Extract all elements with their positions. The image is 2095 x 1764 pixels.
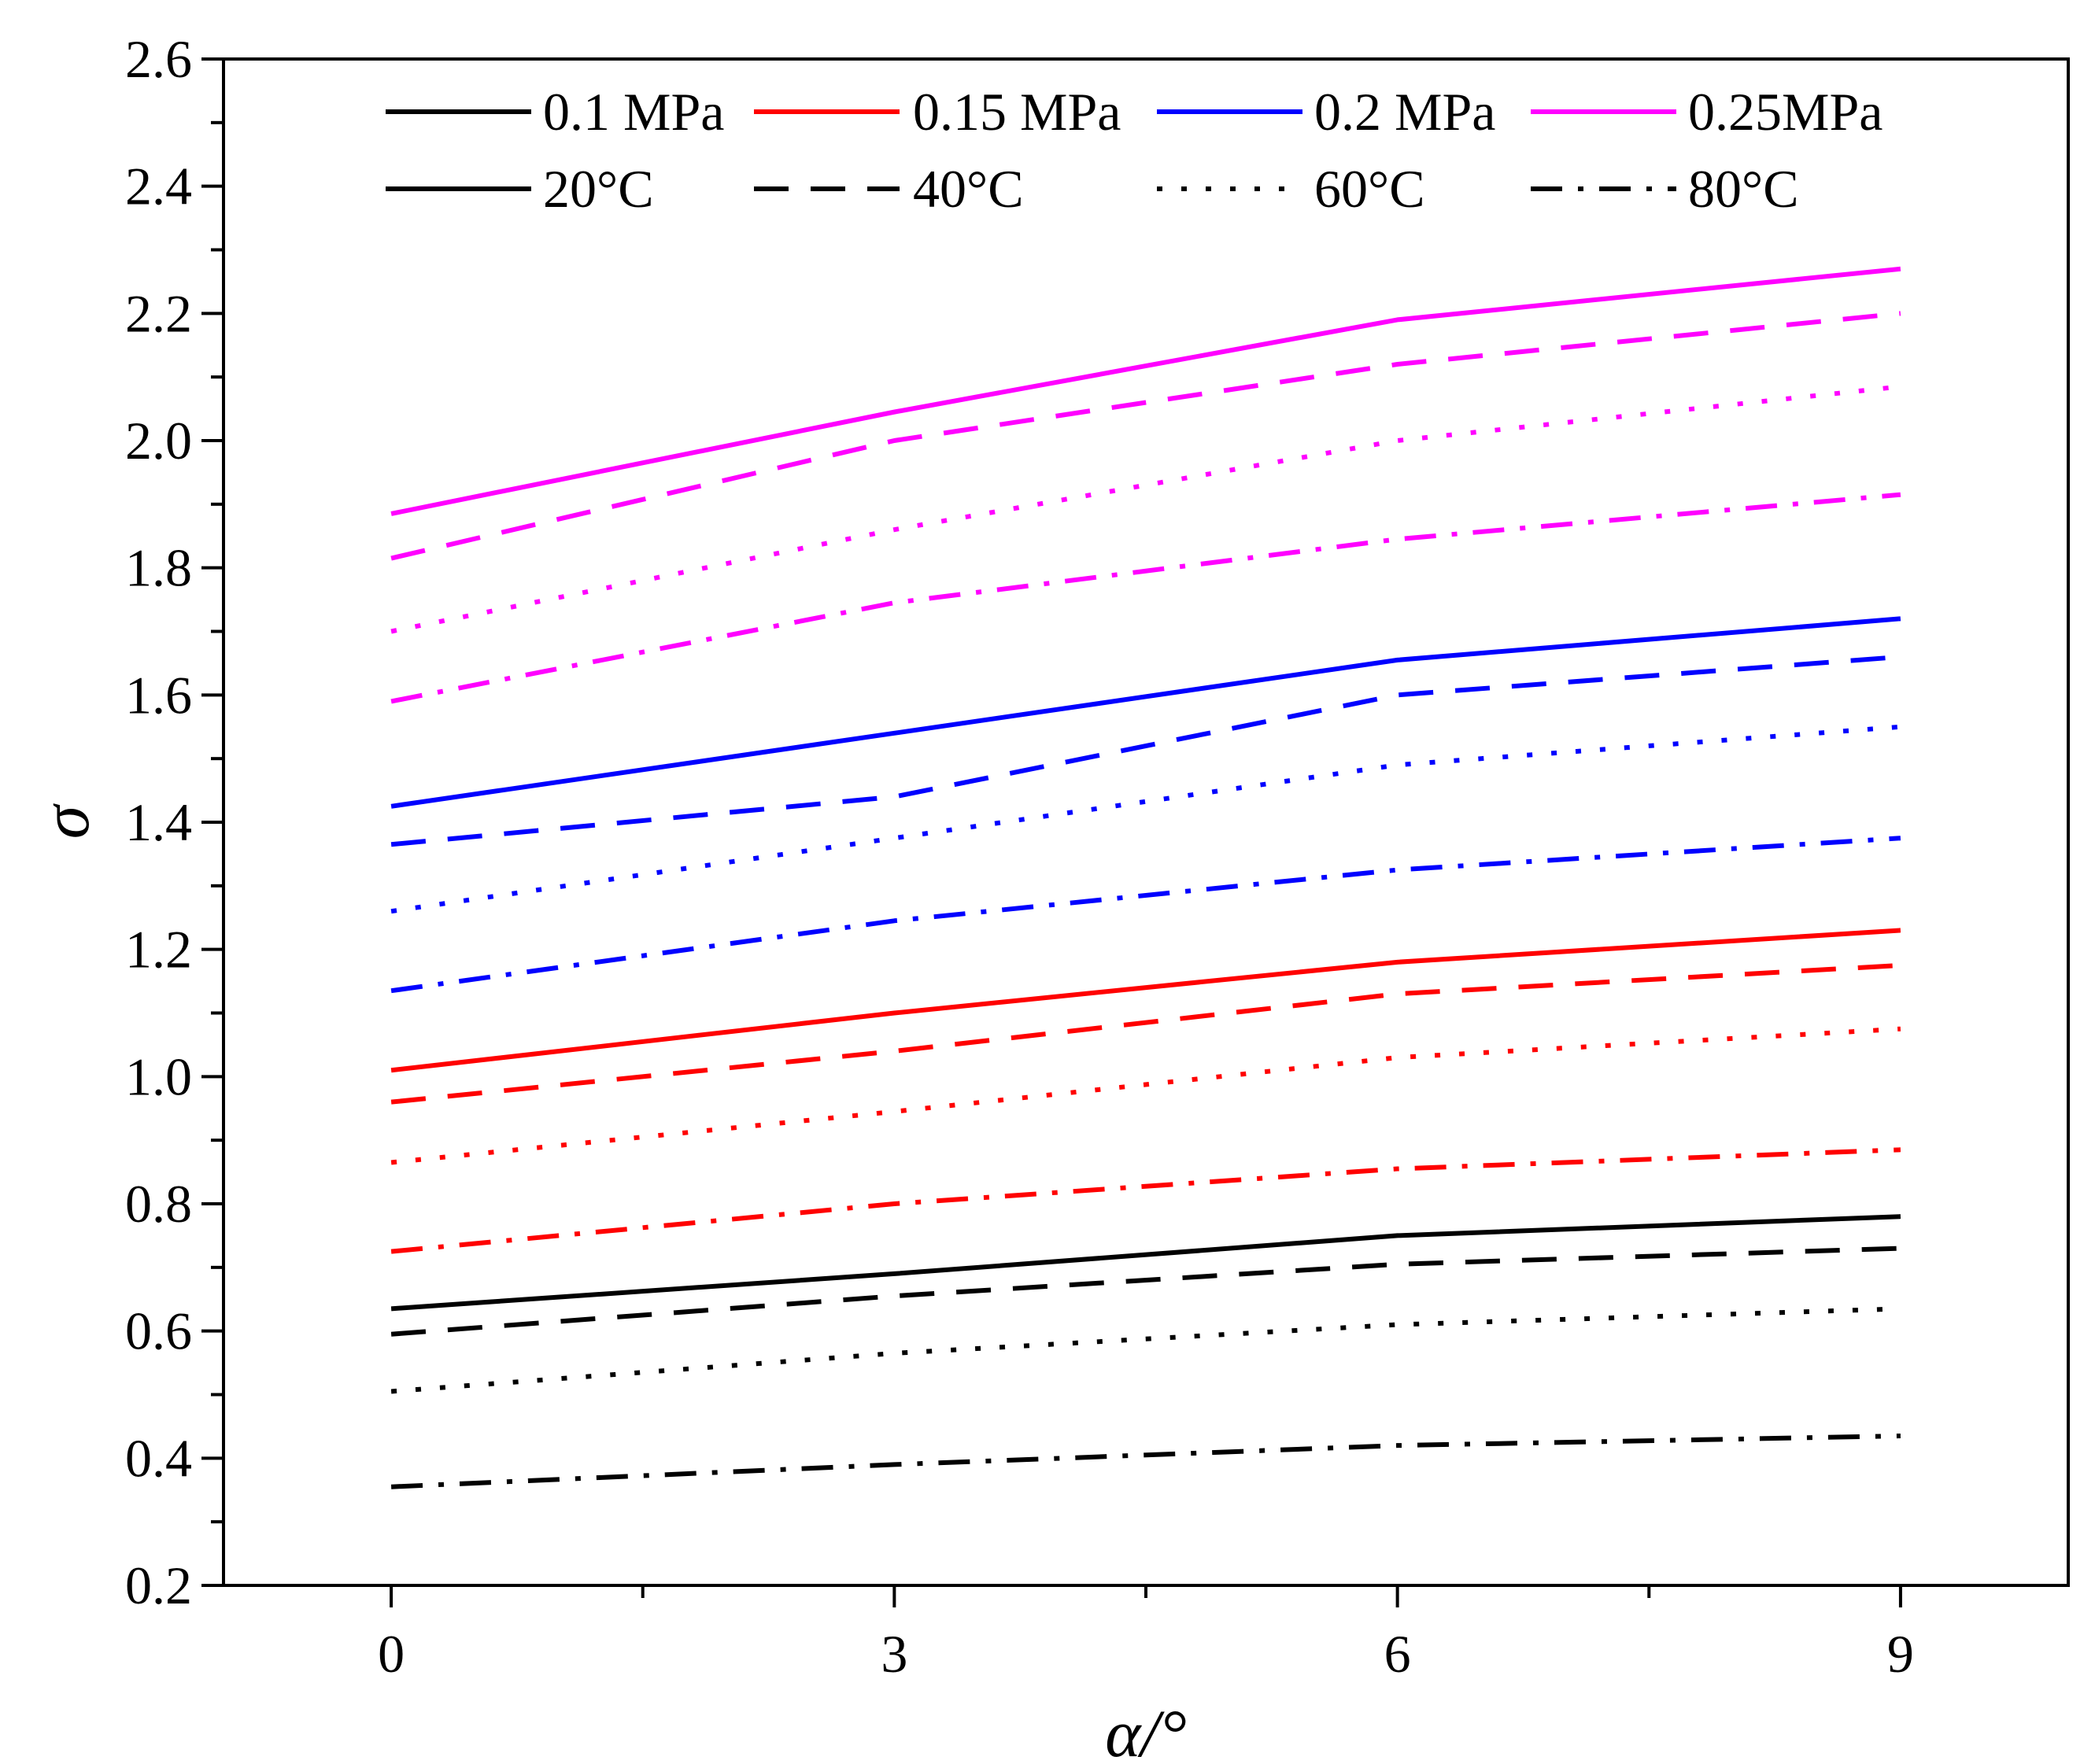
series-line-0-25mpa-40-c bbox=[390, 311, 1901, 561]
series-line-0-25mpa-80-c bbox=[390, 492, 1901, 704]
series-line-0-15-mpa-80-c bbox=[390, 1147, 1901, 1254]
y-tick-label: 0.4 bbox=[125, 1428, 192, 1488]
y-tick-label: 2.2 bbox=[125, 283, 192, 343]
series-line-0-15-mpa-20-c bbox=[390, 928, 1901, 1073]
x-tick-label: 0 bbox=[378, 1624, 405, 1684]
legend-temperature-label: 40°C bbox=[913, 159, 1024, 219]
y-tick-label: 1.0 bbox=[125, 1046, 192, 1106]
legend-pressure-label: 0.2 MPa bbox=[1314, 82, 1495, 142]
plot-area bbox=[222, 57, 2070, 1587]
series-line-0-1-mpa-80-c bbox=[390, 1434, 1901, 1489]
series-line-0-1-mpa-20-c bbox=[390, 1214, 1901, 1312]
x-tick-label: 9 bbox=[1887, 1624, 1914, 1684]
legend-temperature-label: 20°C bbox=[543, 159, 654, 219]
series-line-0-2-mpa-80-c bbox=[390, 836, 1901, 994]
y-tick-label: 2.6 bbox=[125, 29, 192, 89]
x-axis-title: α/° bbox=[1105, 1696, 1186, 1764]
axes-layer: 0.2 0.4 0.6 0.8 1.0 1.2 1.4 1.6 1.8 2.0 2.2 2.4 2.6 0… bbox=[28, 29, 1914, 1764]
y-tick-label: 0.2 bbox=[125, 1555, 192, 1615]
series-line-0-2-mpa-40-c bbox=[390, 654, 1901, 847]
legend-temperature-label: 60°C bbox=[1314, 159, 1425, 219]
series-line-0-1-mpa-60-c bbox=[390, 1306, 1901, 1394]
series-line-0-2-mpa-60-c bbox=[390, 724, 1901, 914]
series-line-0-25mpa-60-c bbox=[390, 384, 1901, 634]
y-axis-title: σ bbox=[28, 803, 103, 839]
series-line-0-15-mpa-60-c bbox=[390, 1026, 1901, 1165]
y-tick-label: 1.2 bbox=[125, 920, 192, 980]
y-tick-label: 1.8 bbox=[125, 538, 192, 598]
series-line-0-1-mpa-40-c bbox=[390, 1246, 1901, 1337]
y-tick-label: 1.4 bbox=[125, 792, 192, 852]
legend-pressure-label: 0.1 MPa bbox=[543, 82, 724, 142]
series-line-0-2-mpa-20-c bbox=[390, 616, 1901, 809]
y-tick-label: 0.6 bbox=[125, 1301, 192, 1361]
series-layer bbox=[390, 266, 1901, 1489]
x-tick-label: 3 bbox=[881, 1624, 907, 1684]
plot-frame bbox=[222, 57, 2070, 1587]
legend-pressure-label: 0.25MPa bbox=[1688, 82, 1883, 142]
y-tick-label: 2.0 bbox=[125, 411, 192, 471]
series-line-0-15-mpa-40-c bbox=[390, 962, 1901, 1105]
legend: 0.1 MPa 0.15 MPa 0.2 MPa 0.25MPa 20°C 40°C 60°… bbox=[386, 82, 1883, 219]
series-line-0-25mpa-20-c bbox=[390, 266, 1901, 516]
y-tick-label: 1.6 bbox=[125, 665, 192, 725]
legend-pressure-label: 0.15 MPa bbox=[913, 82, 1121, 142]
y-tick-label: 0.8 bbox=[125, 1174, 192, 1234]
x-tick-label: 6 bbox=[1384, 1624, 1411, 1684]
legend-temperature-label: 80°C bbox=[1688, 159, 1799, 219]
y-tick-label: 2.4 bbox=[125, 157, 192, 216]
